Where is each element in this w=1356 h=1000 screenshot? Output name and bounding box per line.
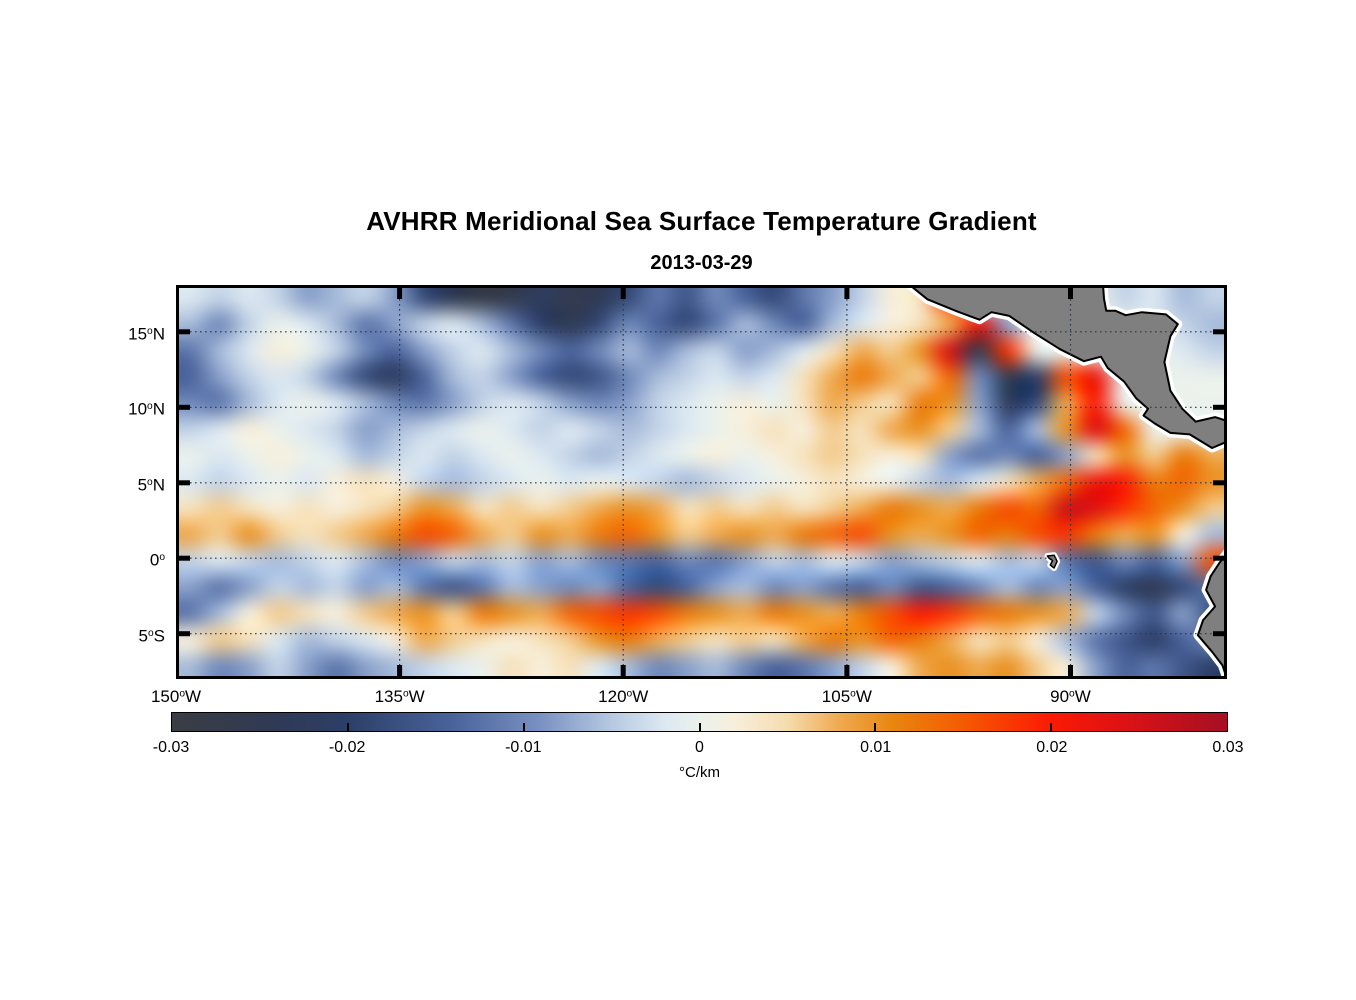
- degree-superscript: o: [147, 627, 154, 639]
- colorbar-tick-label-0.01: 0.01: [860, 739, 892, 756]
- y-tick-label-5N: 5oN: [137, 475, 165, 495]
- degree-superscript: o: [1069, 688, 1075, 700]
- degree-superscript: o: [147, 325, 153, 337]
- axes-border: [176, 285, 1227, 679]
- degree-superscript: o: [402, 688, 409, 700]
- map-overlay: [176, 285, 1227, 679]
- degree-superscript: o: [626, 688, 633, 700]
- chart-date-subtitle: 2013-03-29: [650, 252, 753, 274]
- colorbar-tick: [1050, 723, 1053, 731]
- y-tick-label-5S: 5oS: [138, 626, 165, 646]
- y-tick-label-10N: 10oN: [128, 399, 165, 419]
- degree-superscript: o: [159, 552, 165, 564]
- x-tick-label-135W: 135oW: [374, 687, 425, 706]
- galapagos-landmass: [1046, 554, 1058, 569]
- x-tick-label-105W: 105oW: [821, 687, 872, 706]
- degree-superscript: o: [147, 476, 153, 488]
- degree-superscript: o: [850, 688, 856, 700]
- degree-superscript: o: [147, 401, 153, 413]
- colorbar-unit-label: °C/km: [679, 764, 720, 781]
- colorbar-tick: [698, 723, 701, 731]
- x-tick-label-90W: 90oW: [1050, 687, 1091, 706]
- colorbar-tick-label-0.03: 0.03: [1212, 739, 1244, 756]
- degree-superscript: o: [179, 688, 185, 700]
- colorbar-tick-label--0.02: -0.02: [328, 739, 366, 756]
- colorbar-tick: [346, 723, 349, 731]
- colorbar-tick-label--0.01: -0.01: [505, 739, 542, 756]
- heatmap-canvas: [176, 285, 1227, 679]
- sst-gradient-map: [176, 285, 1227, 679]
- x-tick-label-120W: 120oW: [598, 687, 649, 706]
- chart-title: AVHRR Meridional Sea Surface Temperature…: [366, 206, 1037, 236]
- colorbar-tick-label-0: 0: [695, 739, 704, 756]
- colorbar-tick-label--0.03: -0.03: [152, 739, 190, 756]
- x-tick-label-150W: 150oW: [150, 687, 202, 706]
- central_america-landmass: [908, 285, 1227, 449]
- y-tick-label-15N: 15oN: [128, 324, 165, 344]
- colorbar-tick: [874, 723, 877, 731]
- colorbar-tick: [522, 723, 525, 731]
- colorbar: [171, 712, 1228, 732]
- y-tick-label-0: 0o: [149, 550, 165, 570]
- south_america-landmass: [1196, 551, 1227, 679]
- colorbar-tick-label-0.02: 0.02: [1036, 739, 1068, 756]
